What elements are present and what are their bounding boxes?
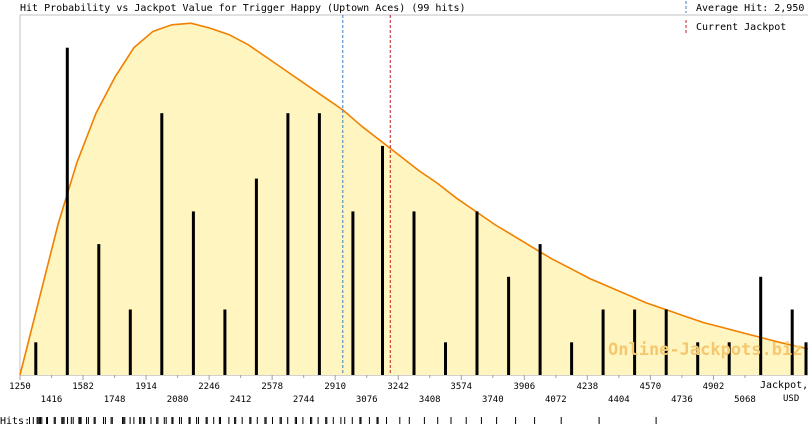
x-tick-label: 4902: [703, 382, 725, 392]
bar: [65, 47, 69, 375]
x-tick-label: 2744: [293, 395, 315, 405]
x-tick-label: 4736: [671, 395, 693, 405]
bar: [664, 309, 668, 375]
chart-title: Hit Probability vs Jackpot Value for Tri…: [20, 3, 466, 14]
x-tick-label: 2246: [198, 382, 220, 392]
x-tick-label: 1582: [72, 382, 94, 392]
hits-label: Hits:: [0, 416, 30, 425]
x-tick-label: 2080: [167, 395, 189, 405]
bar: [633, 309, 637, 375]
x-axis-label: Jackpot,: [760, 380, 808, 391]
probability-area: [20, 23, 808, 375]
bar: [97, 244, 101, 375]
x-tick-label: 5068: [734, 395, 756, 405]
x-tick-label: 3076: [356, 395, 378, 405]
x-tick-label: 1914: [135, 382, 157, 392]
bar: [601, 309, 605, 375]
x-tick-label: 4072: [545, 395, 567, 405]
bar: [381, 145, 384, 375]
x-tick-label: 4570: [640, 382, 662, 392]
bar: [160, 113, 164, 375]
bar: [286, 113, 290, 375]
bar: [475, 211, 479, 375]
x-tick-label: 3574: [450, 382, 472, 392]
x-tick-label: 1416: [41, 395, 63, 405]
x-tick-label: 2578: [261, 382, 283, 392]
bar: [790, 309, 794, 375]
bar: [254, 178, 258, 375]
x-tick-label: 3906: [513, 382, 535, 392]
bar: [128, 309, 132, 375]
x-tick-label: 2910: [324, 382, 346, 392]
bar: [412, 211, 416, 375]
legend-average-hit: Average Hit: 2,950: [696, 3, 804, 14]
bar: [696, 342, 700, 375]
bar: [191, 211, 195, 375]
bar: [317, 113, 321, 375]
probability-curve: [19, 22, 809, 376]
x-tick-label: 3740: [482, 395, 504, 405]
bar: [759, 276, 763, 375]
x-tick-label: 1748: [104, 395, 126, 405]
x-tick-label: 4238: [577, 382, 599, 392]
bar: [351, 211, 355, 375]
bar: [804, 342, 808, 375]
x-tick-label: 2412: [230, 395, 252, 405]
x-tick-label: 3408: [419, 395, 441, 405]
bar: [570, 342, 574, 375]
x-tick-label: 3242: [387, 382, 409, 392]
bar: [727, 342, 731, 375]
bar: [444, 342, 447, 375]
bar: [223, 309, 227, 375]
bar: [507, 276, 511, 375]
bar: [34, 342, 38, 375]
legend-current-jackpot: Current Jackpot: [696, 22, 786, 33]
x-axis-unit: USD: [783, 394, 799, 404]
x-tick-label: 4404: [608, 395, 630, 405]
x-tick-label: 1250: [9, 382, 31, 392]
watermark: Online-Jackpots.biz: [608, 340, 802, 360]
bar: [538, 244, 542, 375]
